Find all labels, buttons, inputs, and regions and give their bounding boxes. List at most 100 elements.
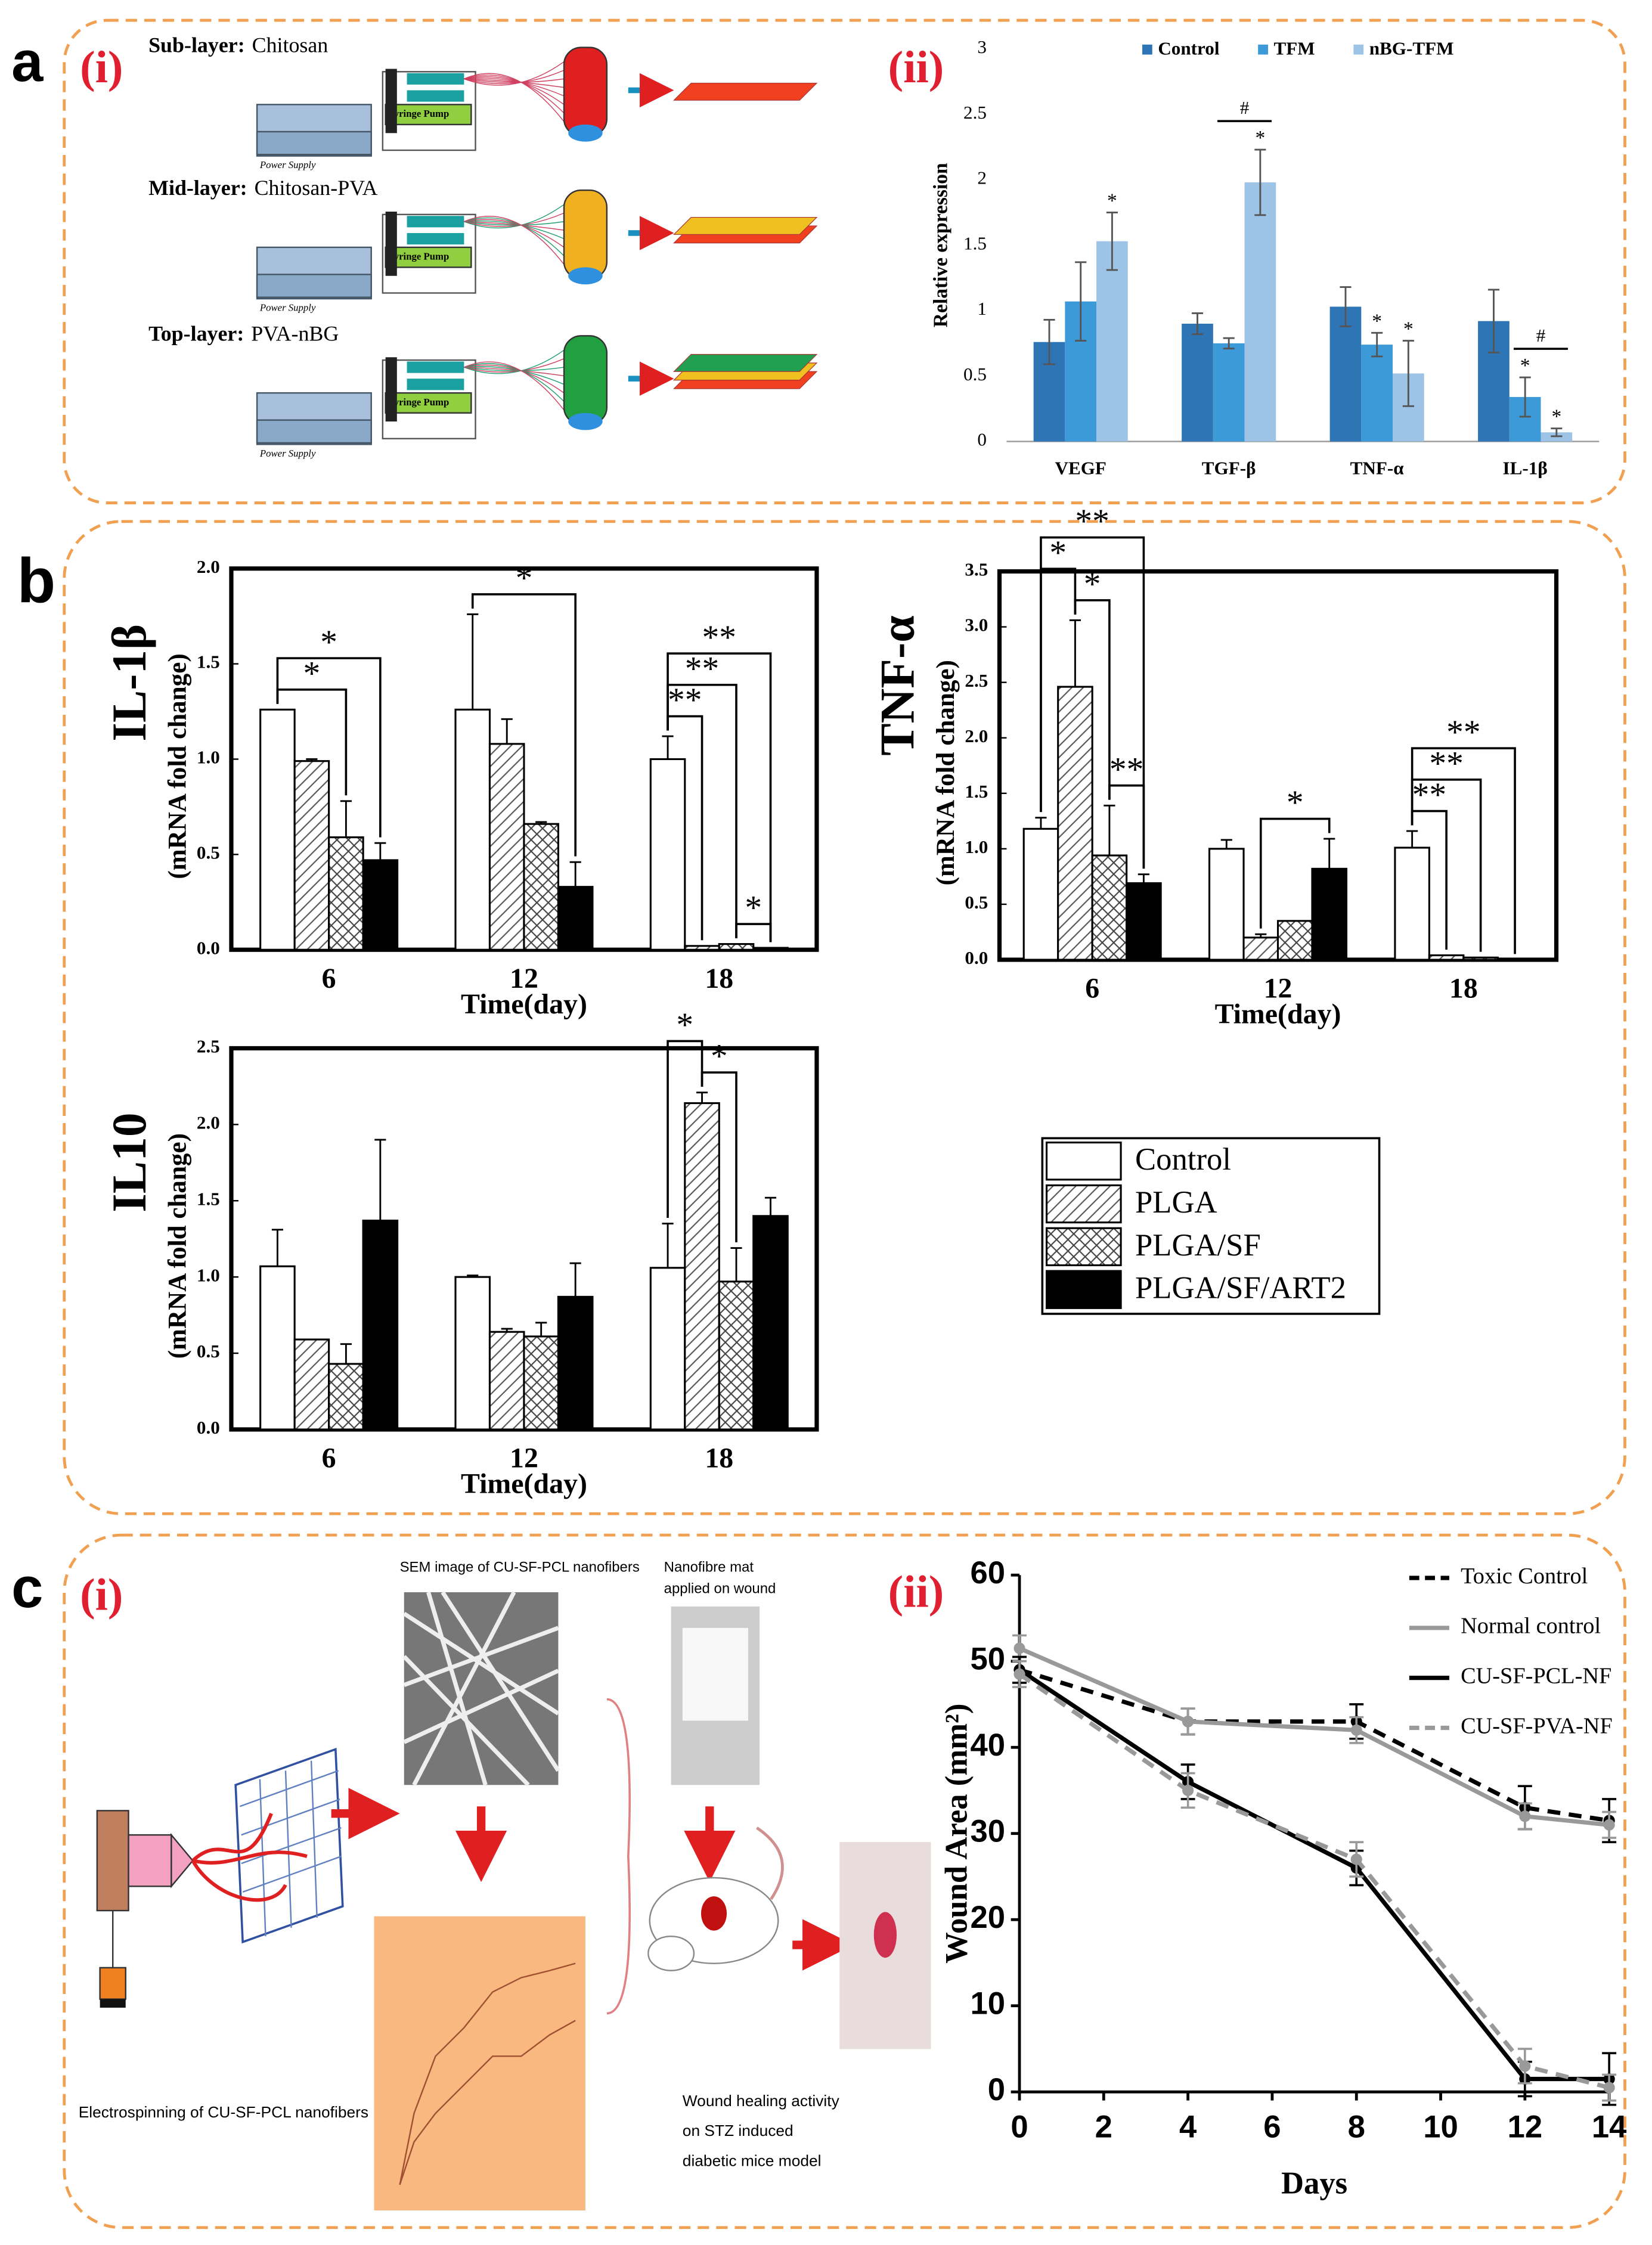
collector	[563, 335, 608, 426]
caption: diabetic mice model	[683, 2152, 822, 2170]
power-supply	[99, 1967, 126, 2000]
significance: *	[745, 889, 762, 927]
bar	[523, 823, 559, 951]
error-bar	[306, 758, 318, 761]
bar	[259, 708, 296, 951]
y-tick-label: 0.0	[197, 937, 220, 958]
x-tick-label: 18	[705, 963, 733, 994]
power-label: Power Supply	[259, 302, 316, 314]
jet	[464, 73, 565, 122]
panel-label: (ii)	[888, 42, 944, 92]
y-axis-label: Relative expression	[929, 163, 951, 327]
x-tick-label: TNF-α	[1350, 458, 1405, 479]
jet	[464, 212, 565, 227]
bar	[328, 836, 364, 951]
syringe	[407, 73, 464, 85]
y-tick-label: 0.5	[965, 892, 988, 913]
error-bar	[467, 1275, 479, 1277]
jet	[464, 78, 565, 83]
bar	[752, 947, 789, 951]
jet	[464, 361, 565, 411]
legend-label: PLGA/SF	[1135, 1228, 1261, 1263]
frame-b	[63, 520, 1626, 1515]
legend-swatch	[1045, 1184, 1122, 1224]
y-axis-label: IL-1β	[102, 624, 156, 742]
point	[1350, 1853, 1362, 1865]
layer-material: Chitosan	[252, 33, 328, 57]
bar	[1126, 882, 1162, 961]
legend-swatch	[1258, 44, 1268, 55]
bracket	[1411, 747, 1516, 954]
bar	[557, 886, 594, 951]
inset-line	[399, 1962, 576, 2185]
x-tick-label: 2	[1095, 2109, 1112, 2144]
inset-line	[399, 2020, 576, 2185]
significance: *	[1372, 310, 1382, 332]
significance: *	[1520, 355, 1530, 377]
collector	[563, 46, 608, 137]
y-tick-label: 1	[977, 298, 987, 319]
y-tick-label: 3.0	[965, 615, 988, 635]
collector	[234, 1747, 344, 1944]
error-bar	[1106, 211, 1118, 271]
layer-material: Chitosan-PVA	[255, 176, 378, 200]
pump-label: Syringe Pump	[388, 250, 449, 262]
layer-slab	[672, 216, 818, 235]
legend-label: CU-SF-PCL-NF	[1461, 1663, 1611, 1688]
power-base	[100, 1999, 126, 2008]
point	[1519, 2060, 1531, 2072]
y-axis-sublabel: (mRNA fold change)	[164, 1133, 192, 1359]
x-tick-label: 18	[705, 1443, 733, 1474]
panel-label: (i)	[80, 1570, 123, 1620]
bar	[488, 1331, 525, 1431]
error-bar	[501, 1328, 513, 1332]
syringe	[407, 90, 464, 102]
significance: #	[1240, 97, 1250, 118]
jet	[464, 219, 565, 248]
series-line	[1018, 1667, 1610, 1823]
y-tick-label: 2.0	[197, 1112, 220, 1133]
point	[1182, 1784, 1194, 1797]
error-bar	[1371, 331, 1383, 358]
error-bar	[374, 1139, 386, 1221]
power-supply	[256, 131, 372, 156]
legend-label: TFM	[1274, 38, 1315, 59]
power-label: Power Supply	[259, 448, 316, 459]
x-axis-label: Days	[1281, 2166, 1347, 2200]
y-tick-label: 1.5	[197, 1188, 220, 1209]
bar	[1329, 306, 1362, 442]
layer-title: Top-layer: PVA-nBG	[148, 322, 339, 346]
legend-label: Control	[1135, 1142, 1231, 1177]
x-tick-label: TGF-β	[1202, 458, 1256, 479]
bracket	[667, 1040, 703, 1218]
panel-frames	[63, 18, 1626, 2230]
error-bar	[340, 1343, 352, 1364]
clamp	[385, 69, 397, 134]
x-tick-label: 12	[510, 1443, 538, 1474]
error-bar	[1220, 839, 1232, 849]
bar	[1428, 954, 1465, 961]
bar	[718, 943, 755, 951]
syringe	[407, 379, 464, 390]
significance: *	[711, 1038, 728, 1075]
y-tick-label: 0.5	[197, 842, 220, 863]
error-bar	[1255, 933, 1267, 938]
bar	[1361, 345, 1393, 442]
pump-body	[385, 246, 472, 268]
error-bar	[1551, 427, 1563, 438]
point	[1603, 1819, 1615, 1831]
significance: *	[1287, 784, 1304, 821]
bracket	[1259, 817, 1331, 929]
syringe	[407, 232, 464, 245]
grid	[239, 1760, 342, 1937]
point	[1603, 2082, 1615, 2094]
y-tick-label: 0	[977, 429, 987, 450]
bar	[1311, 867, 1348, 961]
x-tick-label: 12	[1508, 2109, 1543, 2144]
significance: *	[1084, 566, 1101, 603]
frame-c	[63, 1533, 1626, 2230]
syringe	[407, 216, 464, 228]
bar	[454, 708, 491, 951]
bar	[1057, 686, 1093, 961]
pump	[382, 359, 476, 439]
